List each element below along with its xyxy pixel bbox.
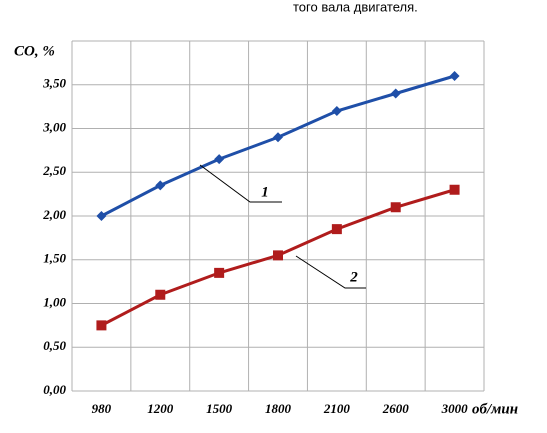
y-axis-label: CO, % — [14, 43, 55, 59]
x-axis-label: об/мин — [472, 401, 518, 417]
marker — [449, 184, 460, 195]
x-tick-label: 1500 — [206, 401, 233, 416]
x-tick-label: 1200 — [147, 401, 174, 416]
y-tick-label: 2,50 — [42, 163, 66, 178]
y-tick-label: 1,00 — [43, 294, 66, 309]
x-tick-label: 2100 — [323, 401, 351, 416]
marker — [96, 211, 107, 221]
x-tick-label: 2600 — [382, 401, 410, 416]
marker — [390, 202, 401, 213]
x-tick-label: 980 — [92, 401, 112, 416]
marker — [214, 154, 225, 165]
marker — [331, 106, 342, 116]
caption: того вала двигателя. — [293, 0, 418, 14]
x-tick-label: 1800 — [265, 401, 292, 416]
y-tick-label: 0,50 — [43, 338, 66, 353]
marker — [273, 250, 283, 261]
leader-line — [295, 255, 366, 289]
marker — [155, 289, 166, 300]
y-tick-label: 3,00 — [42, 119, 66, 134]
marker — [214, 267, 225, 278]
series-label: 2 — [349, 269, 358, 285]
marker — [390, 88, 401, 99]
y-tick-label: 2,00 — [42, 207, 66, 222]
y-tick-label: 1,50 — [43, 251, 66, 266]
marker — [96, 320, 107, 331]
series-label: 1 — [261, 184, 269, 200]
y-tick-label: 3,50 — [42, 76, 66, 91]
marker — [155, 180, 166, 191]
leader-line — [199, 164, 282, 203]
marker — [449, 71, 460, 81]
series-line — [100, 74, 455, 218]
y-tick-label: 0,00 — [43, 382, 66, 397]
x-tick-label: 3000 — [441, 401, 469, 416]
marker — [331, 224, 342, 235]
marker — [273, 132, 283, 143]
